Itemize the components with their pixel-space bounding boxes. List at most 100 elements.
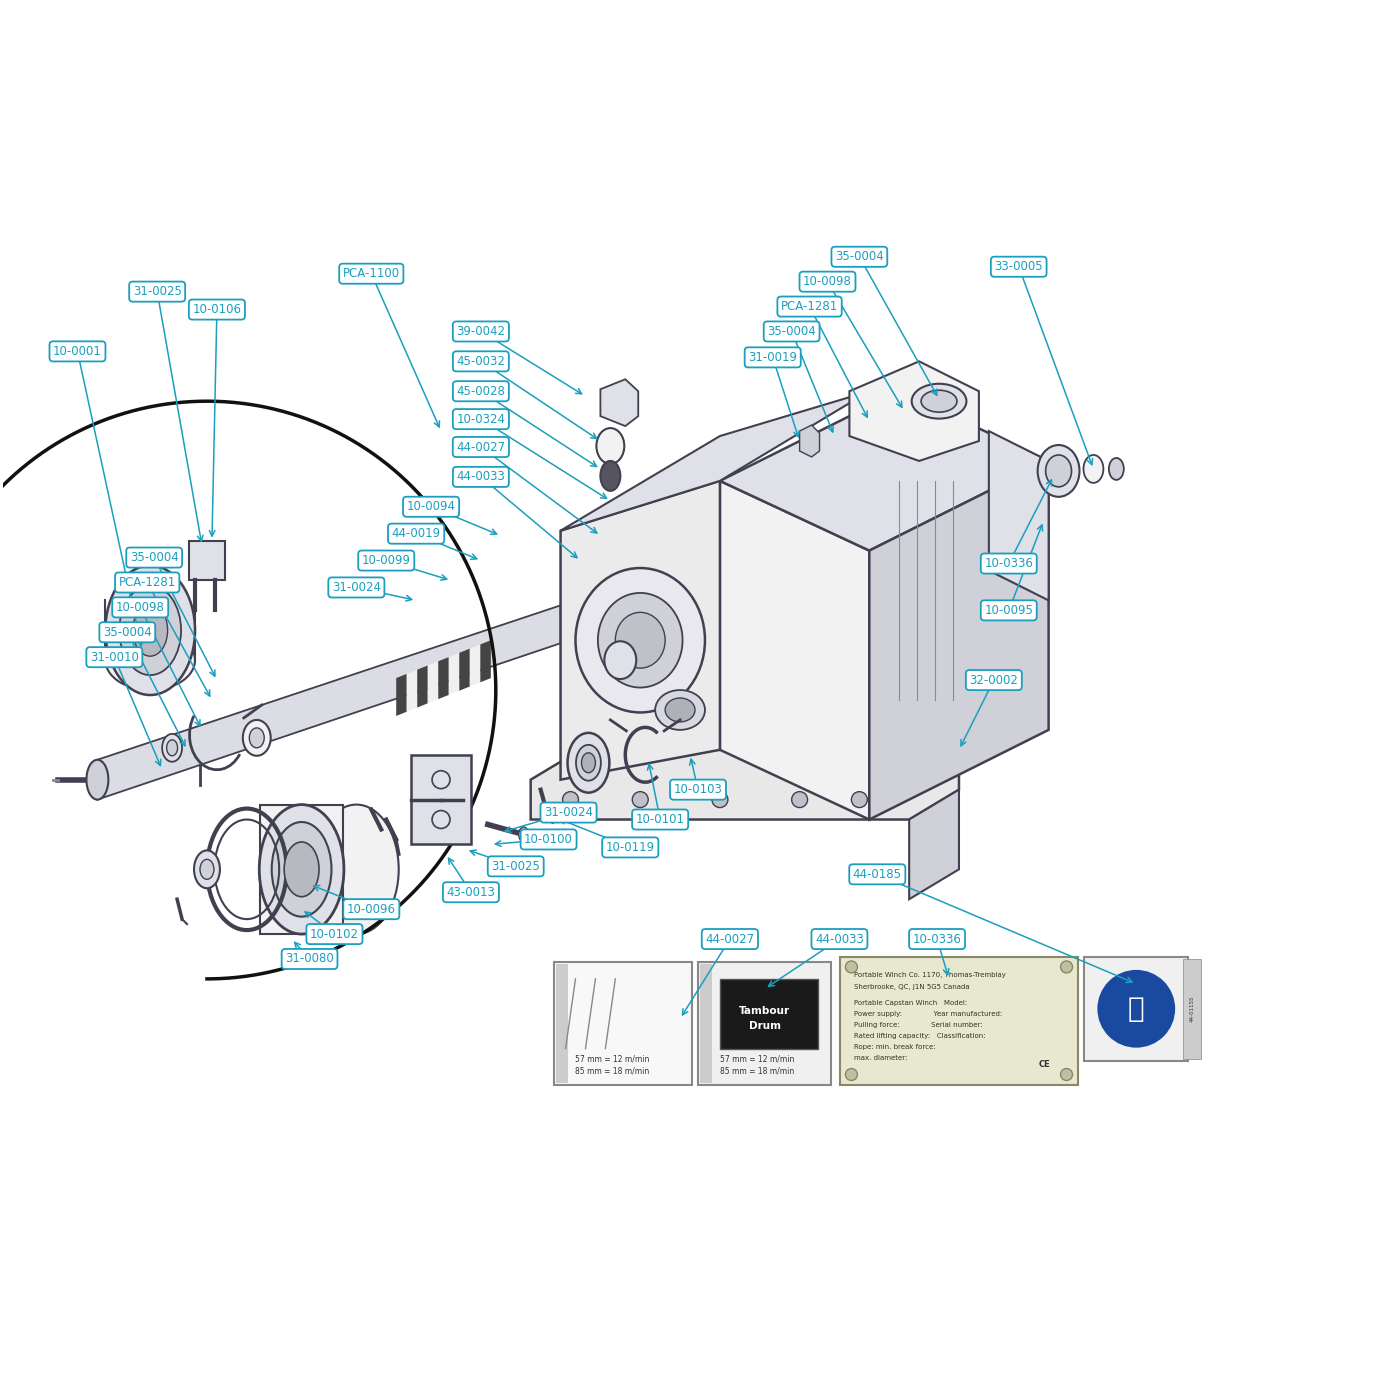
Bar [556,965,567,1084]
Ellipse shape [596,428,624,463]
Ellipse shape [195,850,220,888]
Ellipse shape [105,630,195,690]
Ellipse shape [200,860,214,879]
Text: 33-0005: 33-0005 [994,260,1043,273]
Text: 44-0033: 44-0033 [456,470,505,483]
Ellipse shape [655,690,706,729]
FancyBboxPatch shape [840,958,1078,1085]
Circle shape [791,791,808,808]
Text: Power supply:              Year manufactured:: Power supply: Year manufactured: [854,1011,1002,1016]
Polygon shape [438,657,449,699]
Circle shape [563,791,578,808]
Text: 10-0106: 10-0106 [192,302,241,316]
Polygon shape [480,640,491,682]
Polygon shape [396,673,407,715]
Text: Rope: min. break force:: Rope: min. break force: [854,1043,937,1050]
Polygon shape [459,648,470,690]
Polygon shape [531,750,959,819]
Text: 35-0004: 35-0004 [834,251,883,263]
Circle shape [851,791,868,808]
Text: Tambour: Tambour [739,1005,791,1016]
Text: Portable Capstan Winch   Model:: Portable Capstan Winch Model: [854,1000,967,1005]
Ellipse shape [87,760,108,799]
Ellipse shape [105,566,195,694]
FancyBboxPatch shape [553,962,692,1085]
Bar [720,979,818,1049]
Text: 10-0324: 10-0324 [456,413,505,426]
Text: 31-0024: 31-0024 [332,581,381,594]
Ellipse shape [272,822,332,917]
Circle shape [1099,972,1175,1047]
Text: 10-0103: 10-0103 [673,783,722,797]
Text: 35-0004: 35-0004 [130,552,179,564]
Text: 57 mm = 12 m/min: 57 mm = 12 m/min [720,1054,794,1064]
Ellipse shape [665,699,694,722]
Text: 39-0042: 39-0042 [456,325,505,337]
Text: 85 mm = 18 m/min: 85 mm = 18 m/min [575,1067,650,1075]
Text: 10-0336: 10-0336 [984,557,1033,570]
Text: 10-0098: 10-0098 [116,601,165,613]
Text: PCA-1281: PCA-1281 [119,575,176,589]
Text: 10-0094: 10-0094 [406,500,455,514]
Ellipse shape [575,568,706,713]
Text: 31-0025: 31-0025 [491,860,540,872]
Text: 44-0027: 44-0027 [706,932,755,945]
Text: 44-0033: 44-0033 [815,932,864,945]
Circle shape [846,960,857,973]
Text: 10-0100: 10-0100 [524,833,573,846]
Text: 35-0004: 35-0004 [104,626,151,638]
Text: 43-0013: 43-0013 [447,886,496,899]
Text: 31-0080: 31-0080 [286,952,335,966]
Text: Pulling force:              Serial number:: Pulling force: Serial number: [854,1022,983,1028]
Polygon shape [98,605,560,799]
Text: 10-0095: 10-0095 [984,603,1033,617]
Ellipse shape [133,605,168,657]
Text: 44-01155: 44-01155 [1190,995,1194,1022]
Text: 10-0001: 10-0001 [53,344,102,358]
Polygon shape [720,391,1049,550]
Text: 44-0019: 44-0019 [392,528,441,540]
Text: 10-0098: 10-0098 [804,276,853,288]
Text: Sherbrooke, QC, J1N 5G5 Canada: Sherbrooke, QC, J1N 5G5 Canada [854,984,970,990]
Ellipse shape [605,641,636,679]
Ellipse shape [167,739,178,756]
Text: CE: CE [1039,1060,1050,1068]
Polygon shape [470,644,480,686]
Polygon shape [988,431,1049,601]
Circle shape [633,791,648,808]
Polygon shape [850,361,979,461]
Text: 32-0002: 32-0002 [969,673,1018,686]
Ellipse shape [242,720,270,756]
Ellipse shape [1046,455,1071,487]
Text: Drum: Drum [749,1021,781,1030]
Text: 10-0119: 10-0119 [606,841,655,854]
Polygon shape [601,379,638,426]
Ellipse shape [119,585,181,675]
Polygon shape [720,480,869,819]
Polygon shape [799,426,819,456]
Text: Rated lifting capacity:   Classification:: Rated lifting capacity: Classification: [854,1033,986,1039]
Ellipse shape [259,805,344,934]
Text: 10-0096: 10-0096 [347,903,396,916]
Ellipse shape [1084,455,1103,483]
Circle shape [713,791,728,808]
Bar [1183,959,1201,1058]
Text: 10-0099: 10-0099 [361,554,410,567]
Ellipse shape [616,612,665,668]
Polygon shape [560,391,869,531]
Text: 44-0185: 44-0185 [853,868,902,881]
Ellipse shape [1109,458,1124,480]
Text: 45-0032: 45-0032 [456,354,505,368]
Text: 10-0101: 10-0101 [636,813,685,826]
Text: 31-0024: 31-0024 [545,806,594,819]
Text: 57 mm = 12 m/min: 57 mm = 12 m/min [575,1054,650,1064]
Polygon shape [428,661,438,703]
Text: ⛑: ⛑ [1128,995,1145,1023]
Polygon shape [407,669,417,711]
Polygon shape [189,540,225,581]
Ellipse shape [598,594,683,687]
Ellipse shape [575,745,601,781]
Polygon shape [909,790,959,899]
Ellipse shape [162,734,182,762]
Bar [700,965,713,1084]
